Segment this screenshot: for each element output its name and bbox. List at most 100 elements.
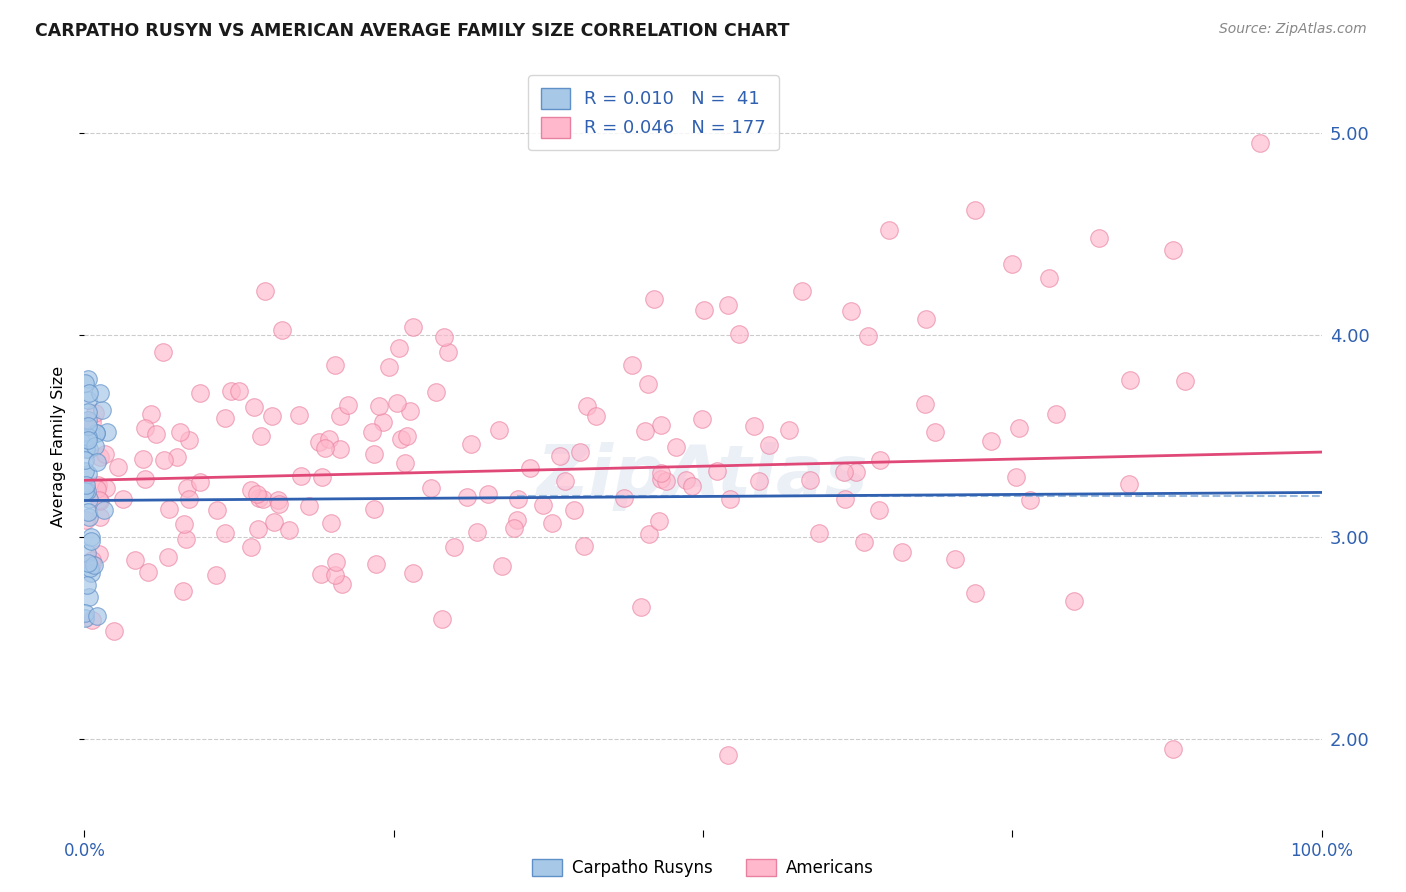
- Point: [1045, 408, 1067, 422]
- Point: [152, 344, 174, 359]
- Point: [675, 473, 697, 487]
- Point: [318, 432, 340, 446]
- Point: [89, 386, 111, 401]
- Point: [79, 566, 101, 581]
- Point: [75, 432, 97, 446]
- Point: [648, 515, 671, 529]
- Point: [562, 503, 585, 517]
- Point: [228, 384, 250, 398]
- Point: [124, 553, 146, 567]
- Point: [82, 415, 104, 429]
- Point: [1008, 421, 1031, 435]
- Point: [174, 532, 197, 546]
- Point: [371, 415, 394, 429]
- Point: [778, 423, 800, 437]
- Point: [79, 561, 101, 575]
- Point: [491, 559, 513, 574]
- Point: [328, 409, 350, 423]
- Point: [531, 498, 554, 512]
- Point: [728, 326, 751, 341]
- Point: [77, 433, 100, 447]
- Point: [980, 434, 1002, 449]
- Point: [432, 612, 454, 626]
- Point: [877, 223, 900, 237]
- Point: [943, 552, 966, 566]
- Point: [398, 404, 420, 418]
- Point: [76, 484, 98, 499]
- Point: [77, 386, 100, 401]
- Point: [420, 481, 443, 495]
- Point: [456, 490, 478, 504]
- Point: [288, 408, 311, 422]
- Point: [852, 534, 875, 549]
- Point: [75, 478, 97, 492]
- Point: [841, 303, 863, 318]
- Point: [214, 526, 236, 541]
- Point: [924, 425, 946, 439]
- Point: [311, 566, 333, 581]
- Point: [89, 450, 111, 465]
- Point: [330, 577, 353, 591]
- Point: [364, 558, 387, 572]
- Y-axis label: Average Family Size: Average Family Size: [51, 366, 66, 526]
- Point: [1038, 271, 1060, 285]
- Point: [77, 491, 100, 506]
- Point: [86, 482, 108, 496]
- Point: [502, 521, 524, 535]
- Point: [82, 557, 104, 571]
- Point: [891, 545, 914, 559]
- Point: [914, 397, 936, 411]
- Point: [643, 292, 665, 306]
- Point: [388, 341, 411, 355]
- Point: [329, 442, 352, 456]
- Point: [856, 328, 879, 343]
- Point: [271, 323, 294, 337]
- Point: [569, 444, 592, 458]
- Point: [323, 358, 346, 372]
- Point: [89, 492, 111, 507]
- Point: [87, 478, 110, 492]
- Point: [363, 502, 385, 516]
- Text: ZipAtlas: ZipAtlas: [537, 442, 869, 511]
- Point: [311, 470, 333, 484]
- Point: [488, 423, 510, 437]
- Point: [94, 447, 117, 461]
- Point: [965, 586, 987, 600]
- Point: [437, 344, 460, 359]
- Point: [89, 494, 111, 508]
- Point: [665, 440, 688, 454]
- Point: [80, 534, 103, 549]
- Point: [89, 547, 111, 561]
- Point: [239, 540, 262, 554]
- Point: [323, 567, 346, 582]
- Point: [73, 484, 96, 499]
- Point: [706, 464, 728, 478]
- Point: [176, 481, 198, 495]
- Point: [111, 491, 134, 506]
- Point: [290, 469, 312, 483]
- Point: [73, 610, 96, 624]
- Point: [152, 453, 174, 467]
- Point: [1019, 493, 1042, 508]
- Point: [136, 566, 159, 580]
- Point: [252, 491, 274, 506]
- Point: [77, 418, 100, 433]
- Point: [83, 406, 105, 420]
- Point: [613, 491, 636, 506]
- Point: [337, 399, 360, 413]
- Point: [298, 499, 321, 513]
- Point: [1119, 372, 1142, 386]
- Point: [637, 376, 659, 391]
- Point: [188, 386, 211, 401]
- Point: [834, 492, 856, 507]
- Point: [263, 515, 285, 529]
- Point: [465, 524, 488, 539]
- Point: [75, 513, 97, 527]
- Point: [808, 526, 831, 541]
- Point: [433, 330, 456, 344]
- Point: [1161, 243, 1184, 257]
- Point: [247, 522, 270, 536]
- Point: [132, 451, 155, 466]
- Point: [77, 392, 100, 407]
- Point: [319, 516, 342, 531]
